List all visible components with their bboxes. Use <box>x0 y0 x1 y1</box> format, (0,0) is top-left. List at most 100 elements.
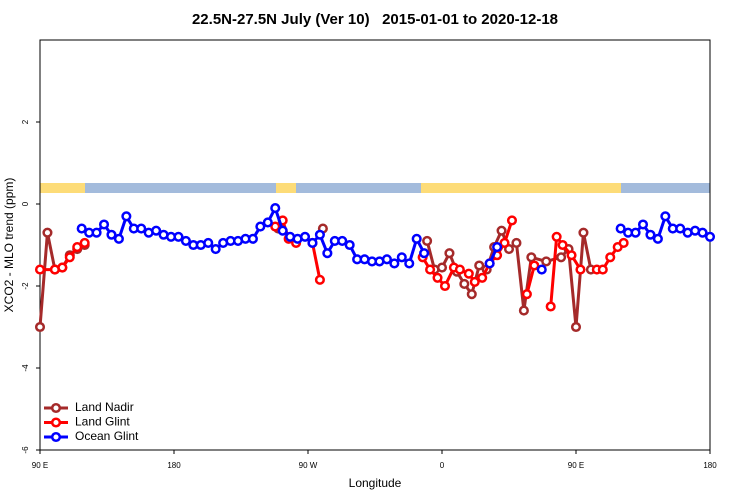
data-point <box>675 223 686 234</box>
data-point <box>551 231 562 242</box>
data-point <box>396 252 407 263</box>
data-point <box>469 276 480 287</box>
legend-marker <box>50 402 62 414</box>
data-point <box>64 252 75 263</box>
data-point <box>615 223 626 234</box>
data-point <box>526 252 537 263</box>
plot-frame <box>39 39 711 451</box>
data-point <box>389 258 400 269</box>
y-tick-label: -6 <box>21 446 30 454</box>
data-point <box>106 229 117 240</box>
data-point <box>518 305 529 316</box>
x-axis-label: Longitude <box>349 476 402 490</box>
data-point <box>630 227 641 238</box>
data-point <box>578 227 589 238</box>
data-point <box>466 289 477 300</box>
data-point <box>255 221 266 232</box>
y-tick-label: 2 <box>21 119 30 124</box>
data-point <box>247 233 258 244</box>
data-point <box>499 237 510 248</box>
data-point <box>210 244 221 255</box>
data-point <box>536 264 547 275</box>
data-point <box>180 235 191 246</box>
data-point <box>381 254 392 265</box>
data-point <box>203 237 214 248</box>
data-point <box>645 229 656 240</box>
x-tick-label: 90 W <box>299 461 318 470</box>
chart-title: 22.5N-27.5N July (Ver 10) 2015-01-01 to … <box>192 11 558 28</box>
data-point <box>277 225 288 236</box>
y-tick-label: -4 <box>21 364 30 372</box>
data-point <box>307 237 318 248</box>
legend-marker <box>50 431 62 443</box>
series-line <box>310 242 322 281</box>
data-point <box>637 219 649 230</box>
data-point <box>463 268 474 279</box>
data-point <box>91 227 102 238</box>
data-point <box>113 233 124 244</box>
data-point <box>605 252 616 263</box>
y-tick-label: 0 <box>21 201 30 206</box>
data-point <box>419 248 430 259</box>
data-point <box>314 229 325 240</box>
data-point <box>454 264 465 275</box>
data-point <box>262 217 273 228</box>
x-tick-label: 90 E <box>32 461 48 470</box>
data-point <box>404 258 415 269</box>
data-point <box>151 225 162 236</box>
data-point <box>136 223 147 234</box>
data-point <box>173 231 184 242</box>
data-point <box>474 260 485 271</box>
data-point <box>545 301 556 312</box>
data-point <box>42 227 53 238</box>
data-point <box>575 264 586 275</box>
data-point <box>541 256 552 267</box>
data-point <box>432 272 443 283</box>
data-point <box>76 223 87 234</box>
legend-marker <box>50 417 62 428</box>
data-point <box>570 321 582 333</box>
data-point <box>697 227 708 238</box>
data-point <box>618 237 629 248</box>
data-point <box>506 215 518 226</box>
data-point <box>444 248 455 259</box>
data-point <box>337 235 348 246</box>
data-point <box>314 274 325 285</box>
data-point <box>425 264 436 275</box>
x-tick-label: 0 <box>440 461 445 470</box>
data-point <box>511 237 522 248</box>
y-tick-label: -2 <box>21 282 30 290</box>
data-point <box>322 248 333 259</box>
x-tick-label: 180 <box>703 461 717 470</box>
data-point <box>477 272 488 283</box>
data-point <box>34 264 46 275</box>
data-point <box>121 211 132 222</box>
data-point <box>411 233 422 244</box>
y-axis-label: XCO2 - MLO trend (ppm) <box>2 178 16 313</box>
data-point <box>98 219 110 230</box>
data-point <box>652 233 663 244</box>
data-point <box>597 264 608 275</box>
legend-label: Land Nadir <box>75 400 134 414</box>
data-point <box>484 258 495 269</box>
legend-label: Ocean Glint <box>75 429 139 443</box>
data-point <box>344 239 355 251</box>
data-point <box>436 262 448 273</box>
land-ocean-strip <box>40 183 710 193</box>
data-point <box>439 280 451 292</box>
data-point <box>704 231 716 242</box>
data-point <box>270 221 281 232</box>
data-point <box>529 260 540 271</box>
data-point <box>299 231 311 242</box>
data-point <box>270 203 281 214</box>
data-point <box>72 242 83 253</box>
data-point <box>34 321 46 333</box>
data-point <box>660 211 671 222</box>
data-point <box>566 250 577 261</box>
data-point <box>459 278 470 290</box>
data-point <box>521 289 532 300</box>
data-point <box>422 235 433 246</box>
data-point <box>557 239 568 251</box>
data-point <box>57 262 68 273</box>
